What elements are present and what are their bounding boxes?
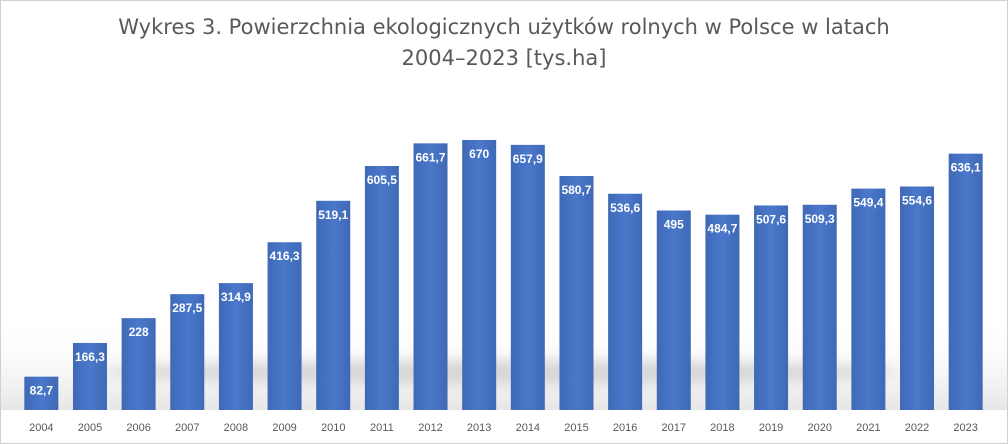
bar-2023 <box>948 153 983 410</box>
x-tick-2018: 2018 <box>710 422 734 434</box>
bar-2018 <box>705 214 740 410</box>
value-label-2011: 605,5 <box>367 173 397 187</box>
x-tick-2012: 2012 <box>418 422 442 434</box>
bar-2010 <box>316 200 351 410</box>
x-tick-2006: 2006 <box>126 422 150 434</box>
value-label-2008: 314,9 <box>221 290 251 304</box>
bar-2007 <box>170 294 205 410</box>
bar-2017 <box>656 210 691 410</box>
x-tick-2004: 2004 <box>29 422 53 434</box>
x-tick-2016: 2016 <box>613 422 637 434</box>
value-label-2007: 287,5 <box>172 301 202 315</box>
x-tick-2007: 2007 <box>175 422 199 434</box>
value-label-2022: 554,6 <box>902 194 932 208</box>
value-label-2016: 536,6 <box>610 201 640 215</box>
x-tick-2008: 2008 <box>224 422 248 434</box>
bar-2014 <box>510 144 545 411</box>
value-label-2006: 228 <box>129 325 149 339</box>
bar-2021 <box>851 188 886 410</box>
bar-2015 <box>559 175 594 410</box>
chart-title-line1: Wykres 3. Powierzchnia ekologicznych uży… <box>118 15 890 39</box>
value-label-2012: 661,7 <box>416 150 446 164</box>
bar-2020 <box>802 204 837 410</box>
bar-2012 <box>413 143 448 410</box>
x-tick-2013: 2013 <box>467 422 491 434</box>
x-tick-2005: 2005 <box>78 422 102 434</box>
bar-2016 <box>608 193 643 410</box>
bar-2005 <box>72 342 107 410</box>
chart-title: Wykres 3. Powierzchnia ekologicznych uży… <box>0 12 1008 74</box>
value-label-2019: 507,6 <box>756 212 786 226</box>
value-label-2015: 580,7 <box>561 183 591 197</box>
x-tick-2023: 2023 <box>953 422 977 434</box>
bar-2008 <box>218 283 253 410</box>
bar-2006 <box>121 318 156 410</box>
value-label-2020: 509,3 <box>805 212 835 226</box>
value-label-2018: 484,7 <box>707 222 737 236</box>
bar-2011 <box>364 165 399 410</box>
value-label-2013: 670 <box>469 147 489 161</box>
bar-2022 <box>900 186 935 410</box>
value-label-2023: 636,1 <box>951 161 981 175</box>
x-tick-2009: 2009 <box>272 422 296 434</box>
x-tick-2022: 2022 <box>905 422 929 434</box>
x-tick-2019: 2019 <box>759 422 783 434</box>
bar-2004 <box>24 376 59 410</box>
value-label-2014: 657,9 <box>513 152 543 166</box>
x-tick-2011: 2011 <box>370 422 394 434</box>
bar-2019 <box>754 205 789 410</box>
value-label-2004: 82,7 <box>30 384 54 398</box>
bar-2009 <box>267 242 302 410</box>
chart-title-line2: 2004–2023 [tys.ha] <box>401 46 607 70</box>
x-tick-2020: 2020 <box>807 422 831 434</box>
x-tick-2015: 2015 <box>564 422 588 434</box>
value-label-2005: 166,3 <box>75 350 105 364</box>
x-tick-2017: 2017 <box>662 422 686 434</box>
value-label-2009: 416,3 <box>270 249 300 263</box>
value-label-2021: 549,4 <box>853 196 883 210</box>
bar-2013 <box>462 140 497 410</box>
x-tick-2010: 2010 <box>321 422 345 434</box>
x-tick-2014: 2014 <box>516 422 540 434</box>
x-tick-2021: 2021 <box>856 422 880 434</box>
value-label-2010: 519,1 <box>318 208 348 222</box>
value-label-2017: 495 <box>664 218 684 232</box>
